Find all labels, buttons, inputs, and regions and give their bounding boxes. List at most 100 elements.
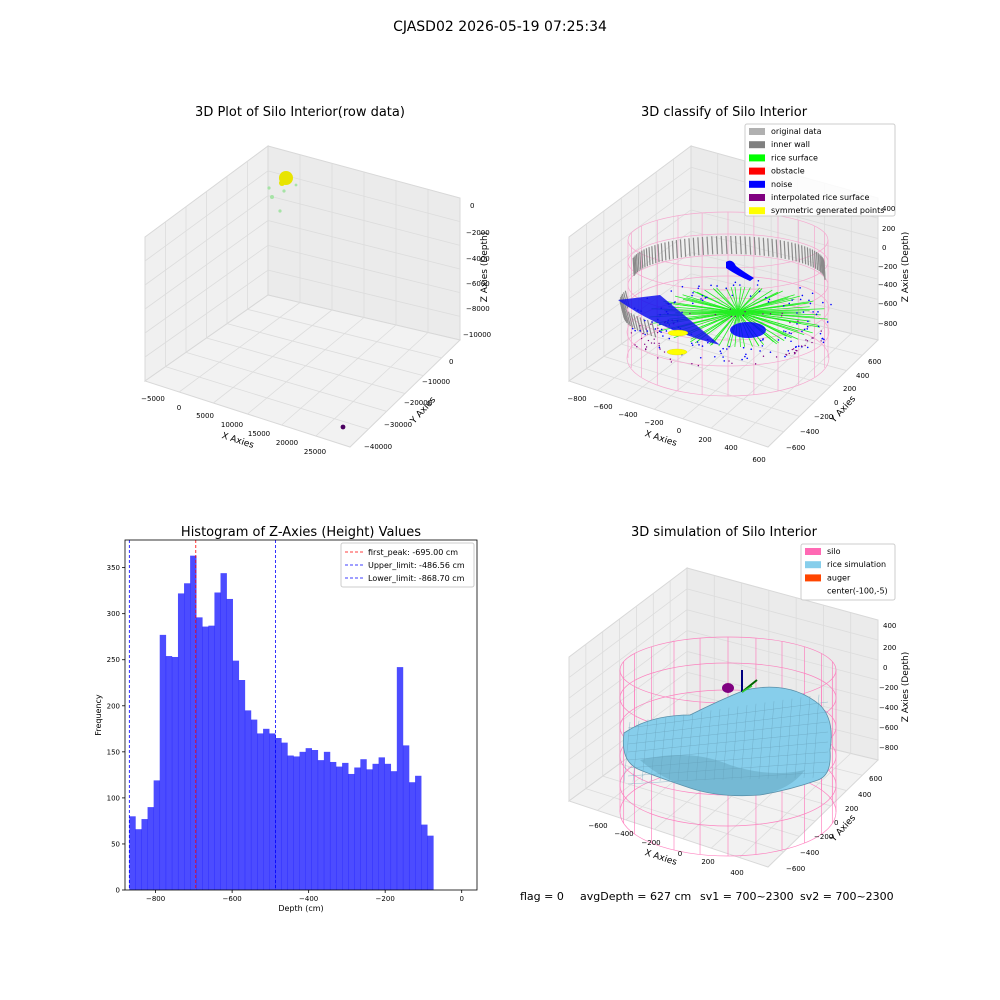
interpolated-point (734, 315, 737, 318)
raw-y-tick: −20000 (404, 399, 432, 407)
legend-swatch (805, 561, 821, 569)
noise-point (801, 330, 803, 333)
interpolated-point (630, 332, 633, 334)
auger (722, 670, 758, 693)
simulation-y-tick: 200 (845, 805, 858, 813)
grid-line (568, 630, 688, 720)
inner-wall-stroke (809, 248, 812, 267)
raw-y-tick: 0 (449, 358, 453, 366)
interpolated-point (645, 346, 648, 348)
inner-wall-stroke (762, 237, 765, 256)
noise-point (696, 341, 699, 343)
histogram-y-tick: 150 (107, 748, 120, 756)
noise-point (710, 284, 712, 287)
histogram-bar (408, 782, 416, 890)
interpolated-point (775, 356, 778, 358)
noise-point (660, 328, 663, 331)
inner-wall-stroke (684, 238, 687, 257)
legend-label: inner wall (771, 140, 810, 149)
histogram-bar (372, 763, 379, 890)
histogram-bar (427, 835, 434, 890)
histogram-bar (226, 598, 233, 890)
interpolated-point (728, 360, 730, 362)
inner-wall-stroke (758, 237, 761, 256)
histogram-x-tick: −600 (223, 895, 242, 903)
inner-wall-stroke (821, 256, 824, 275)
auger-marker (722, 683, 734, 693)
inner-wall-stroke (667, 241, 671, 260)
interpolated-point (639, 325, 641, 327)
noise-point (722, 347, 724, 350)
classify-z-tick: −200 (878, 263, 897, 271)
simulation-z-tick: 400 (883, 622, 896, 630)
inner-wall-stroke (637, 252, 640, 271)
noise-point (811, 292, 814, 295)
classify-x-tick: −200 (644, 419, 663, 427)
simulation-x-tick: 400 (730, 869, 743, 877)
rice-surface-ray (725, 287, 739, 313)
grid-line (568, 588, 688, 678)
inner-wall-stroke (767, 238, 770, 257)
noise-point (758, 290, 761, 293)
noise-point (690, 342, 693, 345)
noise-point (704, 297, 707, 299)
classify-z-tick: 200 (882, 225, 895, 233)
legend-swatch (749, 194, 765, 201)
interpolated-point (642, 332, 644, 335)
simulation-z-tick: 0 (883, 664, 887, 672)
noise-point (817, 311, 819, 313)
inner-wall-stroke (679, 239, 683, 258)
noise-point (812, 311, 814, 313)
noise-point (759, 350, 761, 352)
interpolated-point (640, 337, 643, 340)
inner-wall-stroke (820, 255, 823, 274)
histogram-bar (299, 751, 306, 890)
grid-line (586, 368, 784, 433)
histogram-bar (147, 807, 154, 890)
histogram-y-tick: 250 (107, 656, 120, 664)
symmetric-points (666, 329, 689, 356)
raw-z-tick: 0 (470, 202, 474, 210)
interpolated-point (658, 342, 660, 345)
noise-point (681, 311, 683, 314)
noise-point (725, 287, 728, 290)
interpolated-point (730, 315, 732, 318)
inner-wall-stroke (646, 319, 653, 337)
noise-point (720, 352, 722, 355)
rice-mesh-line (627, 731, 829, 753)
noise-point (822, 301, 824, 304)
inner-wall-stroke (657, 244, 660, 263)
interpolated-point (796, 350, 798, 352)
interpolated-point (789, 321, 791, 324)
interpolated-point (691, 363, 693, 365)
inner-wall-stroke (817, 253, 820, 272)
histogram-legend-label: Upper_limit: -486.56 cm (368, 561, 465, 570)
interpolated-point (731, 362, 733, 365)
rice-surface-ray (737, 311, 821, 316)
noise-point (788, 332, 791, 334)
histogram-bar (171, 656, 179, 890)
simulation-z-ticks: 400 200 0 −200 −400 −600 −800 (879, 622, 898, 752)
histogram-bar (287, 755, 294, 890)
rice-surface-ray (737, 286, 742, 313)
noise-point (646, 330, 649, 332)
grid-line (568, 609, 688, 699)
noise-point (651, 321, 653, 323)
interpolated-point (791, 348, 793, 351)
classify-z-tick: −600 (878, 300, 897, 308)
rice-surface-ray (716, 287, 739, 313)
inner-wall-stroke (791, 242, 794, 261)
histogram-bar (415, 775, 422, 890)
histogram-bar (366, 769, 373, 890)
raw-point (278, 209, 282, 213)
inner-wall-stroke (632, 257, 635, 276)
inner-wall-stroke (749, 236, 752, 255)
noise-point (723, 360, 726, 362)
rice-surface-ray (730, 287, 739, 313)
noise-point (795, 345, 797, 348)
raw-z-tick: −6000 (466, 280, 490, 288)
interpolated-point (781, 312, 783, 315)
legend-label: noise (771, 180, 792, 189)
interpolated-point (653, 338, 655, 340)
